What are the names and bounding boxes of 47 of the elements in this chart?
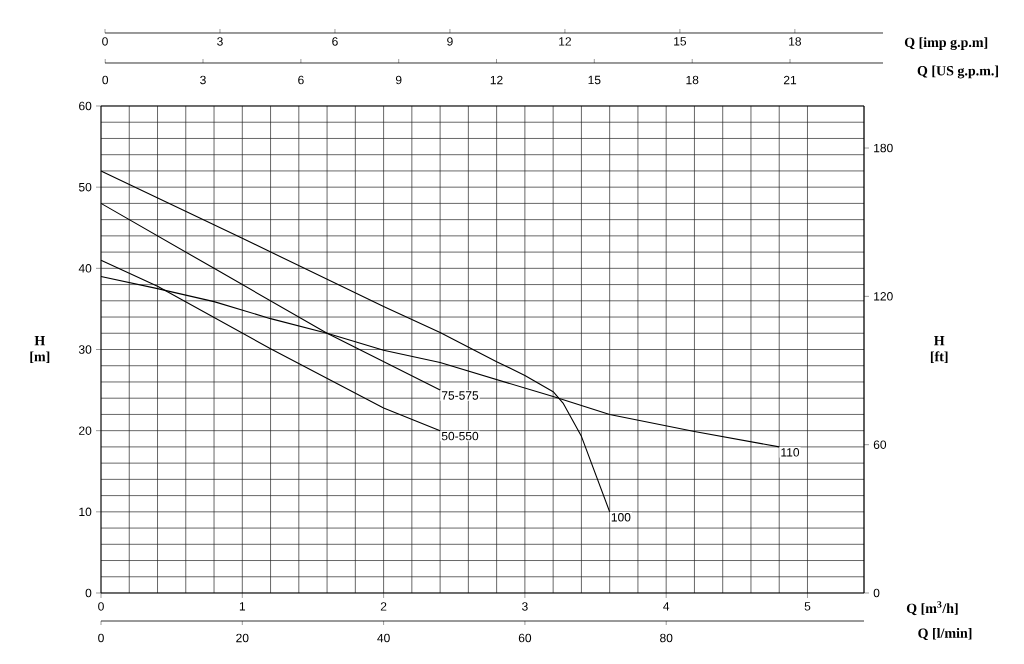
text: 0 <box>102 75 109 85</box>
y2-tick-label: 180 <box>874 143 893 153</box>
text: 3 <box>200 75 206 85</box>
y-tick-label: 60 <box>79 101 92 111</box>
series-label: 110 <box>781 448 800 457</box>
y-tick-label: 20 <box>79 426 92 435</box>
y2-tick-label: 60 <box>873 440 887 449</box>
y-tick-label: 50 <box>78 182 92 192</box>
series-label: 50-550 <box>441 431 479 441</box>
text: 9 <box>395 75 402 85</box>
x2-tick-label: 3 <box>217 37 223 46</box>
text: Q [l/min] <box>918 628 972 640</box>
text: 21 <box>783 75 797 85</box>
text: 18 <box>686 75 699 85</box>
x2-tick-label: 18 <box>789 37 802 46</box>
series-label: 75-575 <box>441 391 479 400</box>
x2-tick-label: 6 <box>332 37 338 46</box>
text: 12 <box>490 75 503 85</box>
x-tick-label: 1 <box>239 602 246 611</box>
x-tick-label: 5 <box>804 602 811 611</box>
text: Q [US g.p.m.] <box>917 65 998 79</box>
x-tick-label: 3 <box>522 602 528 611</box>
x2-tick-label: 12 <box>559 37 571 46</box>
text: 0 <box>98 633 104 643</box>
y-tick-label: 40 <box>78 264 92 273</box>
y-axis-title: H [m] <box>30 335 50 364</box>
text: 80 <box>660 633 673 643</box>
y-tick-label: 10 <box>79 507 92 517</box>
x-tick-label: 2 <box>380 602 387 611</box>
x2-tick-label: 0 <box>102 37 108 46</box>
y-tick-label: 0 <box>85 588 92 598</box>
text: 40 <box>377 633 390 643</box>
text: 6 <box>298 75 304 85</box>
y2-axis-title: H [ft] <box>930 335 948 364</box>
x2-axis-title: Q [imp g.p.m] <box>904 37 988 50</box>
x-tick-label: 4 <box>663 602 670 611</box>
y2-tick-label: 120 <box>874 292 893 301</box>
text: 20 <box>236 633 249 643</box>
y-tick-label: 30 <box>78 345 92 354</box>
text: 60 <box>518 633 532 643</box>
x2-tick-label: 15 <box>674 37 687 46</box>
y2-tick-label: 0 <box>873 588 880 598</box>
series-label: 100 <box>611 513 631 522</box>
x-tick-label: 0 <box>98 602 104 611</box>
x2-tick-label: 9 <box>447 37 453 46</box>
text: 15 <box>588 75 601 85</box>
x-axis-title: Q [m$^{3}$/h] <box>906 601 958 616</box>
